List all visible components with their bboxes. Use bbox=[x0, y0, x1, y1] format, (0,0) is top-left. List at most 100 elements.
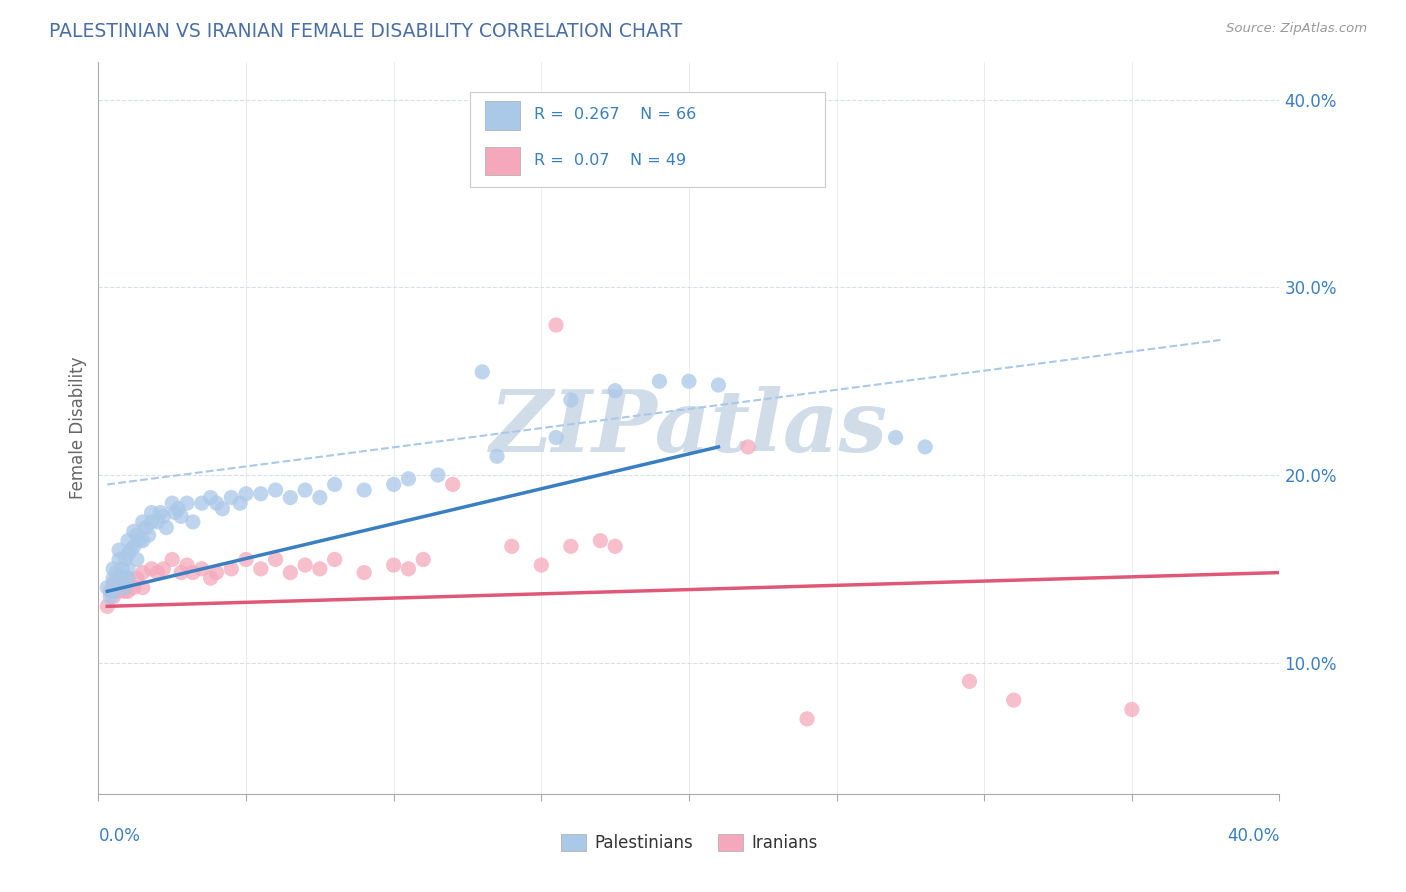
Point bbox=[280, 491, 302, 505]
Point bbox=[176, 496, 198, 510]
Point bbox=[117, 547, 139, 561]
Point bbox=[138, 528, 160, 542]
Point bbox=[264, 552, 287, 566]
Point bbox=[530, 558, 553, 572]
Point bbox=[191, 562, 214, 576]
Point bbox=[98, 590, 121, 604]
Point bbox=[605, 384, 627, 398]
Point bbox=[412, 552, 434, 566]
Text: Source: ZipAtlas.com: Source: ZipAtlas.com bbox=[1226, 22, 1367, 36]
Point bbox=[149, 506, 172, 520]
Point bbox=[353, 566, 375, 580]
Point bbox=[398, 472, 420, 486]
Point bbox=[170, 566, 193, 580]
Point bbox=[250, 562, 273, 576]
Point bbox=[1121, 702, 1143, 716]
Point bbox=[105, 577, 128, 591]
Point bbox=[108, 571, 131, 585]
Point bbox=[117, 584, 139, 599]
Point bbox=[162, 552, 183, 566]
Point bbox=[235, 487, 257, 501]
Point bbox=[200, 491, 222, 505]
Point bbox=[914, 440, 936, 454]
Point bbox=[132, 515, 155, 529]
Point bbox=[471, 365, 494, 379]
Text: PALESTINIAN VS IRANIAN FEMALE DISABILITY CORRELATION CHART: PALESTINIAN VS IRANIAN FEMALE DISABILITY… bbox=[49, 22, 682, 41]
Point bbox=[221, 562, 243, 576]
Point bbox=[309, 562, 332, 576]
Point bbox=[103, 562, 125, 576]
Point bbox=[560, 392, 582, 407]
Point bbox=[103, 571, 125, 585]
Point bbox=[1002, 693, 1025, 707]
Point bbox=[152, 509, 174, 524]
Point bbox=[229, 496, 252, 510]
Point bbox=[353, 483, 375, 497]
Text: 0.0%: 0.0% bbox=[98, 827, 141, 845]
Point bbox=[211, 501, 233, 516]
Y-axis label: Female Disability: Female Disability bbox=[69, 357, 87, 500]
Point bbox=[96, 581, 118, 595]
Point bbox=[125, 528, 148, 542]
Point bbox=[648, 374, 671, 388]
Point bbox=[132, 581, 155, 595]
Point bbox=[132, 533, 155, 548]
Point bbox=[162, 496, 183, 510]
Point bbox=[205, 496, 228, 510]
Point bbox=[382, 558, 405, 572]
Text: 40.0%: 40.0% bbox=[1227, 827, 1279, 845]
Legend: Palestinians, Iranians: Palestinians, Iranians bbox=[554, 827, 824, 859]
Point bbox=[707, 378, 730, 392]
Point bbox=[427, 468, 450, 483]
Point bbox=[181, 566, 204, 580]
Point bbox=[155, 520, 177, 534]
Point bbox=[146, 515, 169, 529]
Point bbox=[111, 577, 134, 591]
Point bbox=[176, 558, 198, 572]
Point bbox=[959, 674, 981, 689]
Point bbox=[398, 562, 420, 576]
Point bbox=[486, 450, 509, 464]
Point bbox=[181, 515, 204, 529]
Point bbox=[132, 566, 155, 580]
Point bbox=[605, 539, 627, 553]
Point bbox=[125, 552, 148, 566]
Point bbox=[103, 584, 125, 599]
Point bbox=[323, 552, 346, 566]
Point bbox=[589, 533, 612, 548]
Point bbox=[141, 562, 163, 576]
Point bbox=[122, 524, 145, 539]
Point bbox=[117, 533, 139, 548]
Point bbox=[294, 483, 316, 497]
Point bbox=[141, 515, 163, 529]
Point bbox=[114, 552, 136, 566]
Point bbox=[108, 584, 131, 599]
Point bbox=[105, 581, 128, 595]
Point bbox=[441, 477, 464, 491]
Point bbox=[152, 562, 174, 576]
Point bbox=[546, 431, 568, 445]
Point bbox=[108, 543, 131, 558]
Point bbox=[108, 552, 131, 566]
Point bbox=[884, 431, 907, 445]
Point bbox=[501, 539, 523, 553]
Point bbox=[98, 584, 121, 599]
Point bbox=[125, 571, 148, 585]
Point bbox=[294, 558, 316, 572]
Point bbox=[111, 571, 134, 585]
Point bbox=[678, 374, 700, 388]
Point bbox=[546, 318, 568, 332]
Point bbox=[167, 501, 190, 516]
Point bbox=[135, 520, 157, 534]
Point bbox=[117, 562, 139, 576]
Point bbox=[560, 539, 582, 553]
Point bbox=[117, 571, 139, 585]
Point bbox=[114, 584, 136, 599]
Point bbox=[309, 491, 332, 505]
Point bbox=[122, 581, 145, 595]
Point bbox=[111, 562, 134, 576]
Point bbox=[221, 491, 243, 505]
Point bbox=[103, 590, 125, 604]
Point bbox=[96, 599, 118, 614]
Point bbox=[117, 571, 139, 585]
